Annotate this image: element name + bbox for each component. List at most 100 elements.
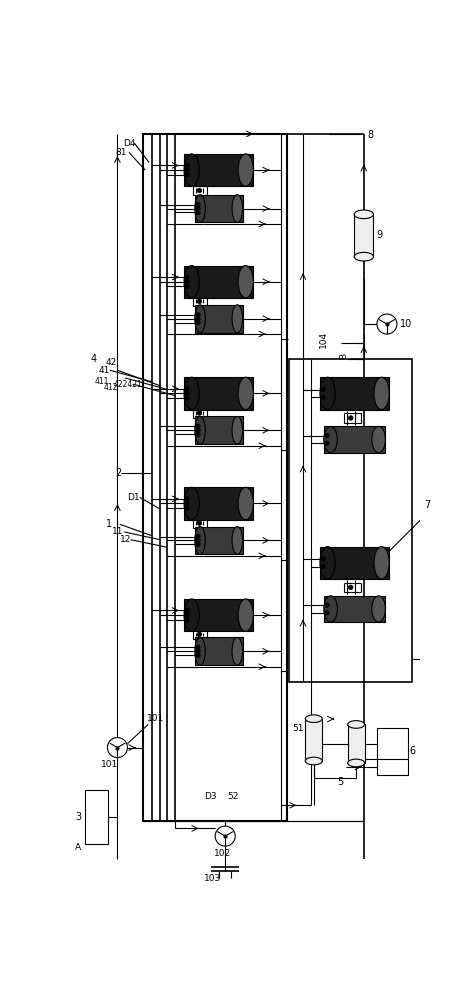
Circle shape: [196, 432, 200, 436]
Bar: [348, 724, 365, 763]
Bar: [305, 719, 322, 761]
Bar: [195, 637, 242, 665]
Ellipse shape: [374, 547, 389, 579]
Ellipse shape: [232, 416, 242, 444]
Ellipse shape: [238, 266, 253, 298]
Circle shape: [196, 645, 200, 650]
Text: A: A: [75, 843, 81, 852]
Ellipse shape: [374, 377, 389, 410]
Text: 10: 10: [400, 319, 412, 329]
Ellipse shape: [238, 599, 253, 631]
Circle shape: [196, 312, 200, 317]
Circle shape: [185, 275, 190, 279]
Text: 412: 412: [103, 383, 118, 392]
Bar: [324, 596, 385, 622]
Circle shape: [185, 506, 190, 510]
Text: 422421: 422421: [114, 380, 142, 389]
Circle shape: [197, 632, 202, 637]
Circle shape: [196, 210, 200, 215]
Circle shape: [196, 424, 200, 429]
Ellipse shape: [184, 266, 199, 298]
Ellipse shape: [372, 426, 385, 453]
Circle shape: [321, 557, 325, 561]
Text: 11: 11: [112, 527, 124, 536]
Circle shape: [324, 610, 329, 615]
Circle shape: [197, 411, 202, 415]
Text: 8: 8: [368, 130, 374, 140]
Text: 102: 102: [214, 849, 232, 858]
Ellipse shape: [238, 154, 253, 186]
Circle shape: [321, 564, 325, 569]
Circle shape: [185, 391, 190, 396]
Circle shape: [196, 538, 200, 543]
Circle shape: [196, 534, 200, 539]
Circle shape: [324, 603, 329, 607]
Bar: [184, 377, 253, 410]
Text: 2: 2: [115, 468, 121, 478]
Circle shape: [321, 395, 325, 400]
Bar: [193, 518, 207, 528]
Ellipse shape: [232, 195, 242, 222]
Bar: [195, 305, 242, 333]
Text: 101: 101: [146, 714, 164, 723]
Bar: [195, 195, 242, 222]
Text: 42: 42: [106, 358, 117, 367]
Bar: [344, 413, 361, 423]
Text: 9: 9: [376, 231, 382, 240]
Circle shape: [185, 501, 190, 506]
Bar: [143, 134, 287, 821]
Ellipse shape: [320, 547, 335, 579]
Ellipse shape: [195, 416, 205, 444]
Bar: [354, 214, 373, 257]
Circle shape: [196, 653, 200, 657]
Ellipse shape: [354, 210, 373, 219]
Circle shape: [196, 320, 200, 325]
Circle shape: [185, 172, 190, 177]
Circle shape: [348, 585, 353, 590]
Bar: [324, 426, 385, 453]
Bar: [184, 599, 253, 631]
Text: D3: D3: [205, 792, 217, 801]
Bar: [289, 359, 412, 682]
Ellipse shape: [324, 426, 337, 453]
Ellipse shape: [195, 195, 205, 222]
Text: 51: 51: [292, 724, 304, 733]
Ellipse shape: [320, 377, 335, 410]
Ellipse shape: [305, 715, 322, 722]
Circle shape: [108, 738, 127, 758]
Circle shape: [185, 613, 190, 617]
Circle shape: [196, 202, 200, 207]
Bar: [377, 728, 408, 774]
Circle shape: [321, 387, 325, 392]
Bar: [320, 377, 389, 410]
Text: 52: 52: [227, 792, 239, 801]
Text: 81: 81: [115, 148, 127, 157]
Bar: [184, 487, 253, 520]
Circle shape: [185, 284, 190, 289]
Ellipse shape: [184, 154, 199, 186]
Circle shape: [324, 441, 329, 446]
Ellipse shape: [238, 487, 253, 520]
Ellipse shape: [232, 527, 242, 554]
Bar: [193, 186, 207, 195]
Ellipse shape: [195, 305, 205, 333]
Circle shape: [185, 163, 190, 168]
Circle shape: [185, 386, 190, 391]
Bar: [193, 630, 207, 639]
Circle shape: [215, 826, 235, 846]
Text: 41: 41: [98, 366, 110, 375]
Text: D4: D4: [124, 139, 136, 148]
Ellipse shape: [354, 252, 373, 261]
Circle shape: [196, 316, 200, 321]
Circle shape: [185, 608, 190, 613]
Circle shape: [196, 649, 200, 654]
Circle shape: [185, 497, 190, 501]
Ellipse shape: [348, 759, 365, 767]
Bar: [195, 527, 242, 554]
Circle shape: [197, 299, 202, 304]
Text: 1: 1: [106, 519, 112, 529]
Ellipse shape: [324, 596, 337, 622]
Text: 5: 5: [337, 777, 343, 787]
Ellipse shape: [184, 487, 199, 520]
Bar: [320, 547, 389, 579]
